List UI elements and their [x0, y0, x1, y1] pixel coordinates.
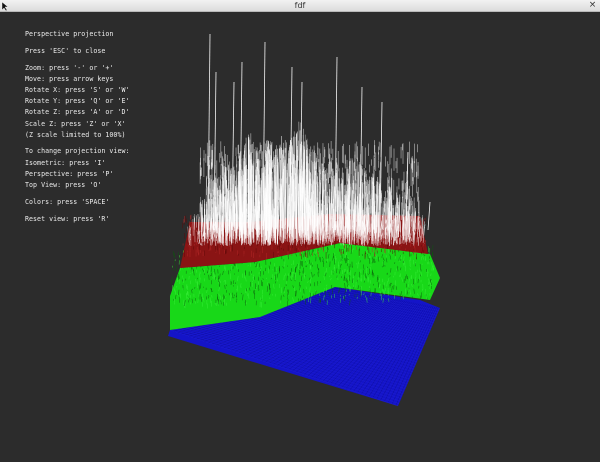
- colors-hint: Colors: press 'SPACE': [25, 197, 110, 206]
- projection-hint-top-view: Top View: press 'O': [25, 181, 102, 190]
- close-hint: Press 'ESC' to close: [25, 46, 106, 55]
- close-button[interactable]: ×: [588, 0, 597, 10]
- control-hint-rotate-z: Rotate Z: press 'A' or 'D': [25, 108, 130, 117]
- control-hint-scale-limit: (Z scale limited to 100%): [25, 130, 126, 139]
- control-hint-move: Move: press arrow keys: [25, 74, 114, 83]
- projection-hint-isometric: Isometric: press 'I': [25, 158, 106, 167]
- reset-hint: Reset view: press 'R': [25, 214, 110, 223]
- title-bar[interactable]: fdf ×: [0, 0, 600, 12]
- control-hint-scale-z: Scale Z: press 'Z' or 'X': [25, 119, 126, 128]
- projection-mode-label: Perspective projection: [25, 30, 114, 38]
- terrain-peak-spikes: [187, 33, 431, 247]
- control-hint-rotate-x: Rotate X: press 'S' or 'W': [25, 85, 130, 94]
- help-overlay: Perspective projection Press 'ESC' to cl…: [25, 29, 130, 225]
- terrain-mid-region: [170, 243, 440, 330]
- projection-hint-perspective: Perspective: press 'P': [25, 169, 114, 178]
- wireframe-render: [168, 33, 440, 407]
- projection-views-heading: To change projection view:: [25, 147, 130, 156]
- window-title: fdf: [294, 1, 306, 10]
- control-hint-rotate-y: Rotate Y: press 'Q' or 'E': [25, 97, 130, 106]
- control-hint-zoom: Zoom: press '-' or '+': [25, 63, 114, 72]
- cursor-arrow-icon: [1, 1, 9, 11]
